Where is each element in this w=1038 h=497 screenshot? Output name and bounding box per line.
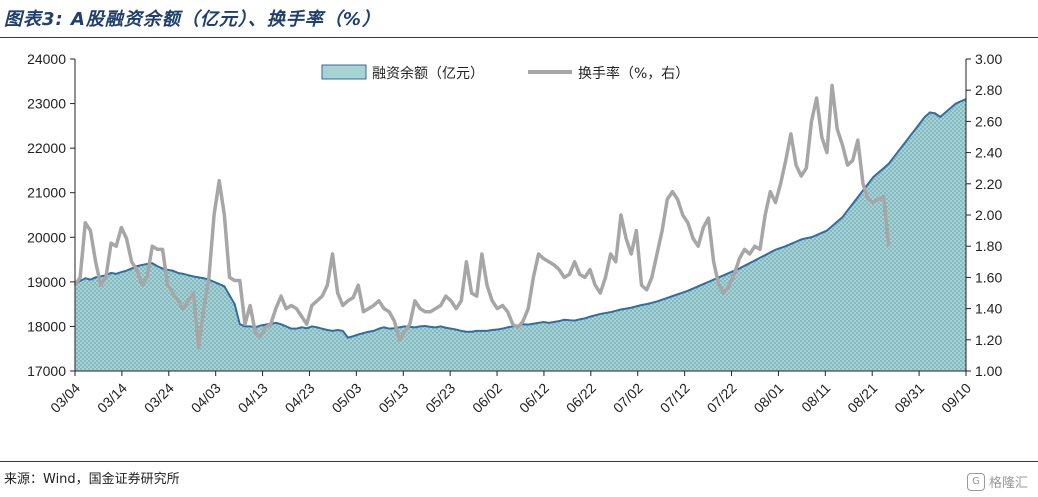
left-tick-label: 17000 [27, 363, 66, 379]
x-tick-label: 07/02 [610, 380, 646, 416]
x-tick-label: 08/31 [891, 380, 927, 416]
right-tick-label: 2.40 [975, 145, 1002, 161]
x-tick-label: 05/13 [375, 380, 411, 416]
left-tick-label: 23000 [27, 96, 66, 112]
right-tick-label: 1.60 [975, 269, 1002, 285]
right-tick-label: 1.80 [975, 238, 1002, 254]
x-tick-label: 08/21 [844, 380, 880, 416]
legend-label-line: 换手率（%，右） [578, 65, 689, 82]
x-tick-label: 04/23 [281, 380, 317, 416]
left-tick-label: 20000 [27, 229, 66, 245]
title-rule [0, 37, 1038, 38]
line-series-layer [73, 83, 891, 350]
x-tick-label: 03/24 [141, 380, 177, 416]
legend-label-area: 融资余额（亿元） [372, 65, 484, 82]
x-tick-label: 06/02 [469, 380, 505, 416]
x-tick-label: 05/23 [422, 380, 458, 416]
turnover-line [73, 83, 891, 350]
legend: 融资余额（亿元） 换手率（%，右） [321, 64, 689, 82]
watermark-logo-icon: G [966, 472, 985, 491]
right-tick-label: 2.20 [975, 176, 1002, 192]
right-tick-label: 1.40 [975, 301, 1002, 317]
x-tick-label: 08/01 [750, 380, 786, 416]
right-tick-label: 3.00 [975, 51, 1002, 67]
x-tick-label: 05/03 [328, 380, 364, 416]
area-series-layer [74, 98, 967, 372]
chart-title: 图表3: A股融资余额（亿元）、换手率（%） [4, 9, 381, 30]
x-tick-label: 04/03 [188, 380, 224, 416]
right-tick-label: 1.20 [975, 332, 1002, 348]
area-series-fill [75, 99, 966, 372]
x-tick-label: 03/04 [47, 380, 83, 416]
x-tick-label: 04/13 [235, 380, 271, 416]
x-tick-label: 06/12 [516, 380, 552, 416]
chart: 17000 18000 19000 20000 21000 22000 23000 24000… [27, 51, 1002, 416]
legend-swatch-area [321, 64, 367, 80]
left-tick-label: 21000 [27, 185, 66, 201]
left-tick-label: 22000 [27, 140, 66, 156]
x-tick-label: 03/14 [94, 380, 130, 416]
watermark: G 格隆汇 [966, 472, 1028, 491]
left-tick-label: 18000 [27, 318, 66, 334]
x-tick-label: 07/12 [657, 380, 693, 416]
x-tick-label: 09/10 [938, 380, 974, 416]
watermark-text: 格隆汇 [988, 476, 1028, 491]
right-tick-label: 2.80 [975, 82, 1002, 98]
x-tick-label: 07/22 [704, 380, 740, 416]
x-tick-label: 06/22 [563, 380, 599, 416]
x-tick-label: 08/11 [798, 380, 834, 416]
right-tick-label: 1.00 [975, 363, 1002, 379]
right-tick-label: 2.00 [975, 207, 1002, 223]
right-tick-label: 2.60 [975, 113, 1002, 129]
source-note: 来源：Wind，国金证券研究所 [4, 472, 180, 487]
left-tick-label: 19000 [27, 274, 66, 290]
footer-rule [0, 461, 1038, 462]
left-tick-label: 24000 [27, 51, 66, 67]
